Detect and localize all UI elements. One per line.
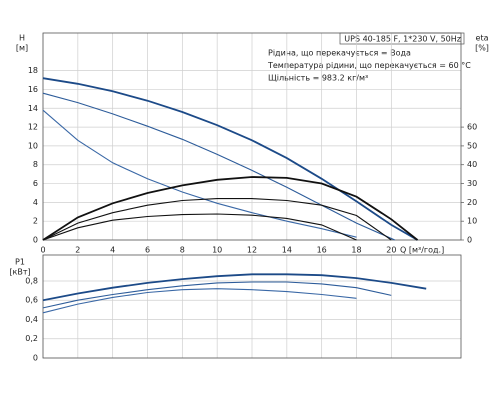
plot-frame	[42, 32, 462, 241]
y-tick-label: 0,4	[25, 315, 38, 324]
y2-tick-label: 30	[467, 179, 477, 188]
y-tick-label: 16	[28, 85, 38, 94]
x-tick-label: 6	[145, 246, 150, 255]
curve	[42, 213, 357, 241]
y-tick-label: 18	[28, 66, 38, 75]
x-tick-label: 18	[351, 246, 361, 255]
y-tick-label: 0	[33, 236, 38, 245]
annotation: Рідина, що перекачується = Вода	[268, 49, 411, 58]
y-tick-label: 0,2	[25, 334, 38, 343]
x-tick-label: 4	[110, 246, 115, 255]
y2-unit: [%]	[475, 44, 489, 53]
x-tick-label: 10	[212, 246, 222, 255]
curve	[42, 176, 419, 241]
y2-label: eta	[476, 34, 489, 43]
y-tick-label: 2	[33, 217, 38, 226]
curve	[42, 109, 357, 238]
chart-title: UPS 40-185 F, 1*230 V, 50Hz	[344, 35, 461, 44]
y2-tick-label: 60	[467, 123, 477, 132]
p-label: P1	[15, 258, 25, 267]
y-label: H	[19, 34, 25, 43]
y-unit: [м]	[16, 44, 28, 53]
curve	[42, 281, 392, 309]
curve	[42, 92, 396, 241]
y2-tick-label: 40	[467, 160, 477, 169]
x-tick-label: 20	[386, 246, 396, 255]
y-tick-label: 12	[28, 123, 38, 132]
x-tick-label: 16	[317, 246, 327, 255]
curve	[42, 288, 357, 314]
y-tick-label: 0,8	[25, 276, 38, 285]
annotation: Щільність = 983.2 кг/м³	[268, 74, 368, 83]
plot-frame	[42, 254, 462, 359]
y-tick-label: 10	[28, 141, 38, 150]
y-tick-label: 6	[33, 179, 38, 188]
x-tick-label: 2	[75, 246, 80, 255]
y-tick-label: 0,6	[25, 296, 38, 305]
x-tick-label: 0	[40, 246, 45, 255]
curve	[42, 198, 392, 241]
x-label: Q [м³/год.]	[400, 246, 444, 255]
y2-tick-label: 0	[467, 236, 472, 245]
p-unit: [кВт]	[9, 268, 30, 277]
x-tick-label: 12	[247, 246, 257, 255]
annotation: Температура рідини, що перекачується = 6…	[267, 61, 471, 70]
y-tick-label: 4	[33, 198, 38, 207]
curve	[42, 273, 427, 302]
y2-tick-label: 50	[467, 141, 477, 150]
y2-tick-label: 20	[467, 198, 477, 207]
y2-tick-label: 10	[467, 217, 477, 226]
y-tick-label: 14	[28, 104, 38, 113]
curve	[42, 77, 418, 241]
x-tick-label: 14	[282, 246, 292, 255]
x-tick-label: 8	[180, 246, 185, 255]
y-tick-label: 0	[33, 354, 38, 363]
y-tick-label: 8	[33, 160, 38, 169]
